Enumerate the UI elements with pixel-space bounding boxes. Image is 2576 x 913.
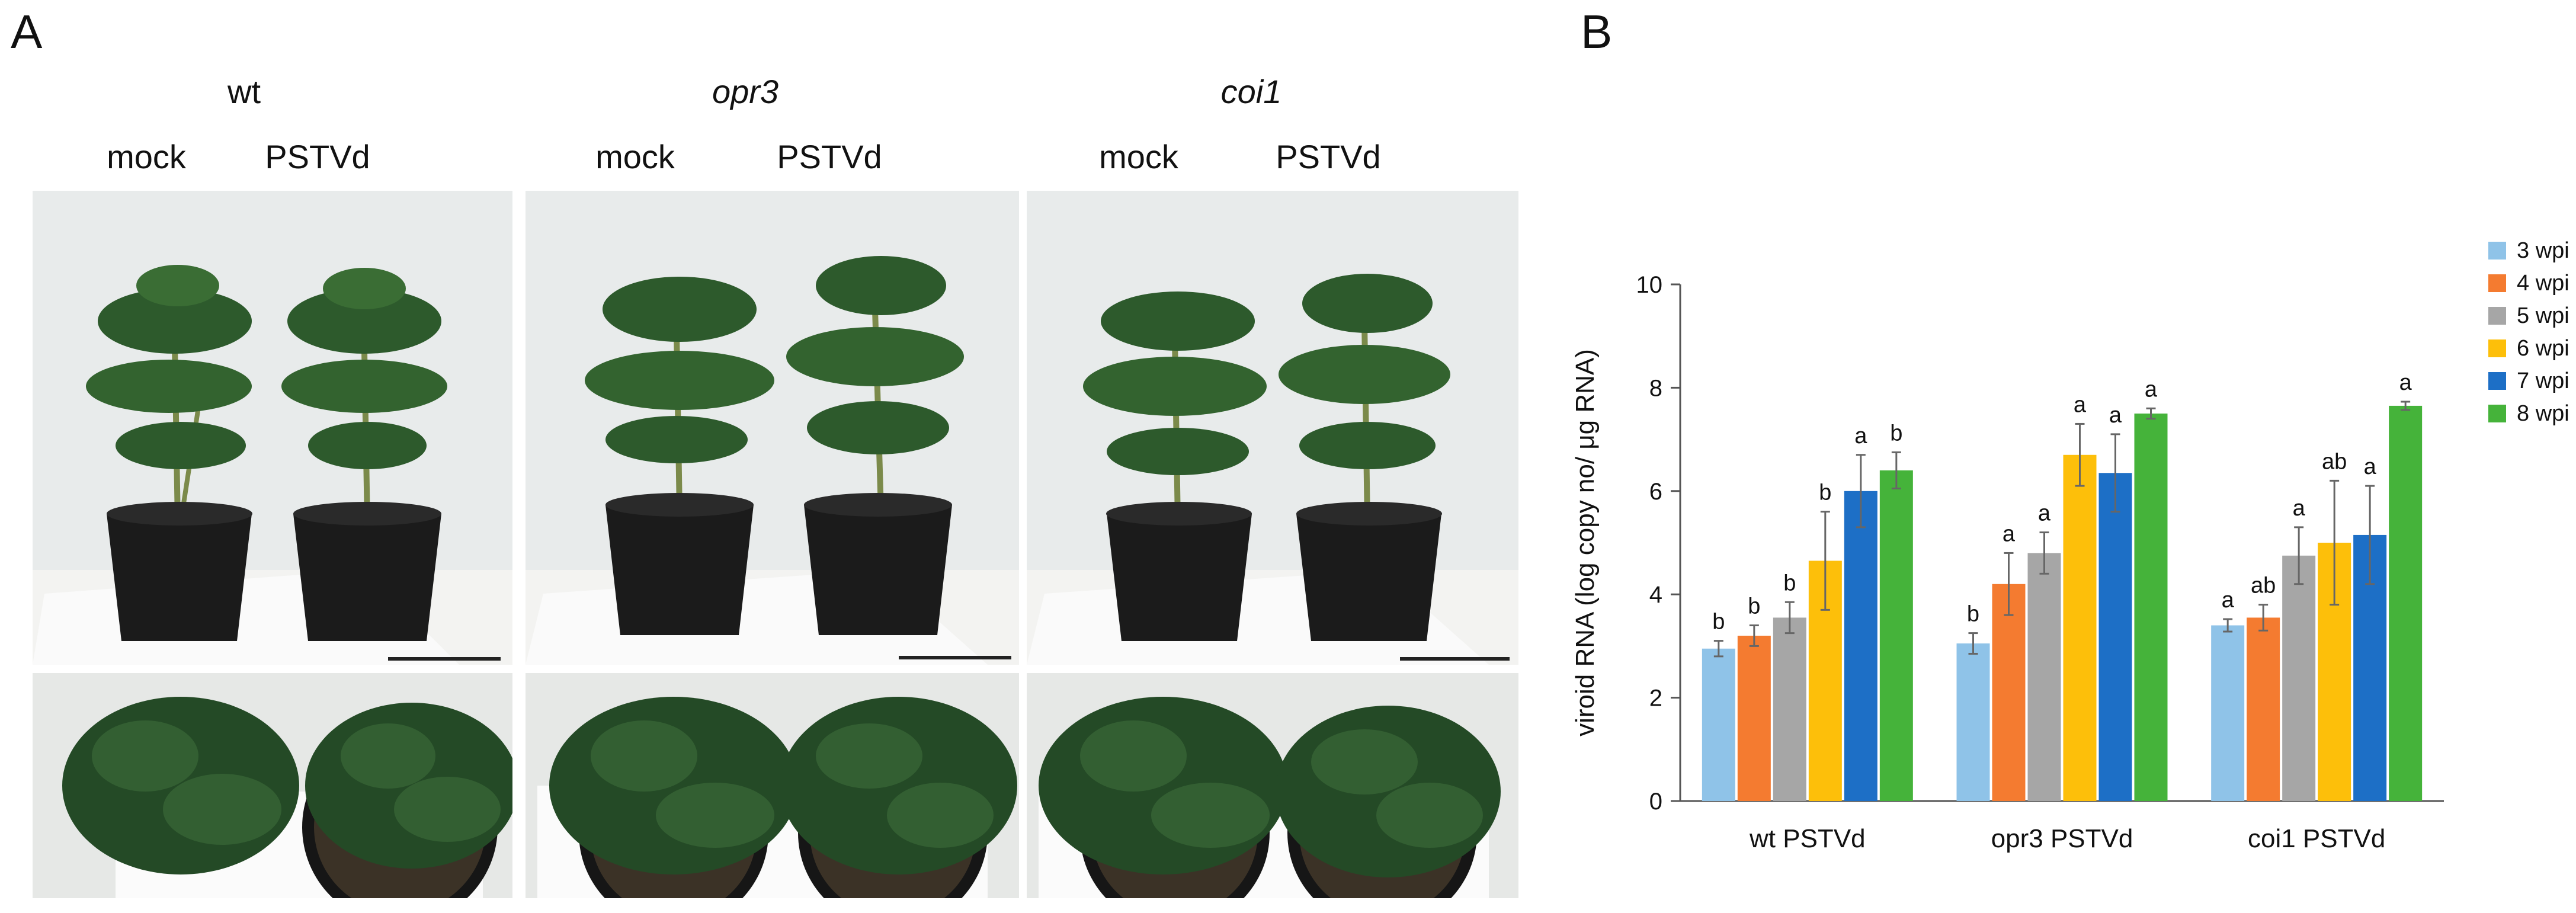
pot-pstvd bbox=[804, 505, 952, 635]
pot-pstvd bbox=[293, 514, 441, 641]
legend-swatch bbox=[2488, 242, 2506, 260]
significance-letter: b bbox=[1967, 602, 1979, 627]
y-axis-label: viroid RNA (log copy no/ μg RNA) bbox=[1571, 349, 1600, 736]
significance-letter: b bbox=[1783, 571, 1796, 595]
significance-letter: ab bbox=[2251, 574, 2276, 598]
significance-letter: a bbox=[2399, 370, 2412, 395]
significance-letter: a bbox=[2222, 588, 2235, 613]
bar-8-wpi bbox=[2389, 405, 2423, 801]
bar-6-wpi bbox=[2063, 454, 2097, 801]
bar-3-wpi bbox=[1956, 643, 1990, 801]
category-label: coi1 PSTVd bbox=[2248, 824, 2385, 853]
significance-letter: a bbox=[2293, 496, 2306, 521]
y-tick-label: 2 bbox=[1649, 685, 1662, 712]
legend-swatch bbox=[2488, 339, 2506, 357]
plant-pstvd bbox=[786, 256, 964, 511]
plant-mock bbox=[1083, 291, 1267, 523]
side-photo-opr3 bbox=[526, 191, 1019, 665]
pot-mock bbox=[107, 514, 252, 641]
panel-b-label: B bbox=[1581, 5, 1613, 58]
top-photo-coi1 bbox=[1027, 673, 1518, 898]
significance-letter: b bbox=[1712, 610, 1725, 635]
side-photo-coi1 bbox=[1027, 191, 1518, 665]
category-label: wt PSTVd bbox=[1749, 824, 1866, 853]
treatment-mock-label: mock bbox=[1099, 138, 1178, 175]
genotype-wt-label: wt bbox=[228, 73, 261, 110]
treatment-mock-label: mock bbox=[107, 138, 186, 175]
y-tick-label: 8 bbox=[1649, 375, 1662, 401]
bar-4-wpi bbox=[1737, 635, 1771, 801]
plant-mock bbox=[86, 265, 252, 523]
genotype-coi1-label: coi1 bbox=[1220, 73, 1282, 110]
y-tick-label: 4 bbox=[1649, 582, 1662, 608]
legend-label: 7 wpi bbox=[2517, 369, 2569, 393]
legend-swatch bbox=[2488, 372, 2506, 390]
legend-label: 6 wpi bbox=[2517, 336, 2569, 361]
treatment-mock-label: mock bbox=[595, 138, 675, 175]
legend-swatch bbox=[2488, 274, 2506, 292]
significance-letter: a bbox=[2145, 377, 2158, 402]
y-tick-label: 6 bbox=[1649, 479, 1662, 505]
genotype-opr3-label: opr3 bbox=[712, 73, 779, 110]
category-label: opr3 PSTVd bbox=[1991, 824, 2133, 853]
bar-3-wpi bbox=[2211, 625, 2245, 801]
bar-8-wpi bbox=[2134, 414, 2168, 801]
significance-letter: b bbox=[1890, 421, 1902, 446]
pot-pstvd bbox=[1296, 514, 1441, 641]
viroid-rna-bar-chart: 0 2 4 6 8 10 viroid RNA (log copy no/ μg RNA) b… bbox=[1571, 238, 2569, 853]
y-tick-label: 0 bbox=[1649, 789, 1662, 815]
legend-label: 5 wpi bbox=[2517, 303, 2569, 328]
significance-letter: a bbox=[1854, 424, 1867, 449]
bar-4-wpi bbox=[1992, 584, 2026, 801]
legend-label: 3 wpi bbox=[2517, 238, 2569, 263]
bar-7-wpi bbox=[2098, 473, 2132, 801]
bar-4-wpi bbox=[2247, 617, 2280, 801]
plant-pstvd bbox=[281, 268, 447, 523]
bar-5-wpi bbox=[1773, 617, 1806, 801]
significance-letter: b bbox=[1748, 594, 1760, 619]
bar-5-wpi bbox=[2027, 553, 2061, 801]
top-photo-wt bbox=[33, 673, 512, 898]
bar-8-wpi bbox=[1879, 470, 1913, 801]
significance-letter: a bbox=[2074, 392, 2087, 417]
plant-pstvd bbox=[1279, 274, 1450, 523]
legend-swatch bbox=[2488, 307, 2506, 325]
significance-letter: b bbox=[1819, 480, 1831, 505]
side-photo-wt bbox=[33, 191, 512, 665]
legend-label: 8 wpi bbox=[2517, 401, 2569, 426]
plant-mock bbox=[585, 277, 774, 511]
significance-letter: a bbox=[2038, 501, 2051, 526]
treatment-pstvd-label: PSTVd bbox=[265, 138, 370, 175]
significance-letter: a bbox=[2003, 521, 2016, 546]
y-tick-label: 10 bbox=[1636, 272, 1663, 298]
significance-letter: a bbox=[2364, 454, 2377, 479]
treatment-pstvd-label: PSTVd bbox=[1276, 138, 1381, 175]
legend-swatch bbox=[2488, 405, 2506, 422]
significance-letter: ab bbox=[2322, 449, 2347, 474]
bar-5-wpi bbox=[2282, 555, 2316, 801]
top-photo-opr3 bbox=[526, 673, 1019, 898]
panel-a-label: A bbox=[11, 5, 43, 58]
bar-3-wpi bbox=[1702, 648, 1735, 801]
pot-mock bbox=[605, 505, 754, 635]
treatment-pstvd-label: PSTVd bbox=[777, 138, 882, 175]
significance-letter: a bbox=[2109, 403, 2122, 428]
bar-7-wpi bbox=[1844, 491, 1877, 801]
pot-mock bbox=[1107, 514, 1252, 641]
legend-label: 4 wpi bbox=[2517, 271, 2569, 296]
